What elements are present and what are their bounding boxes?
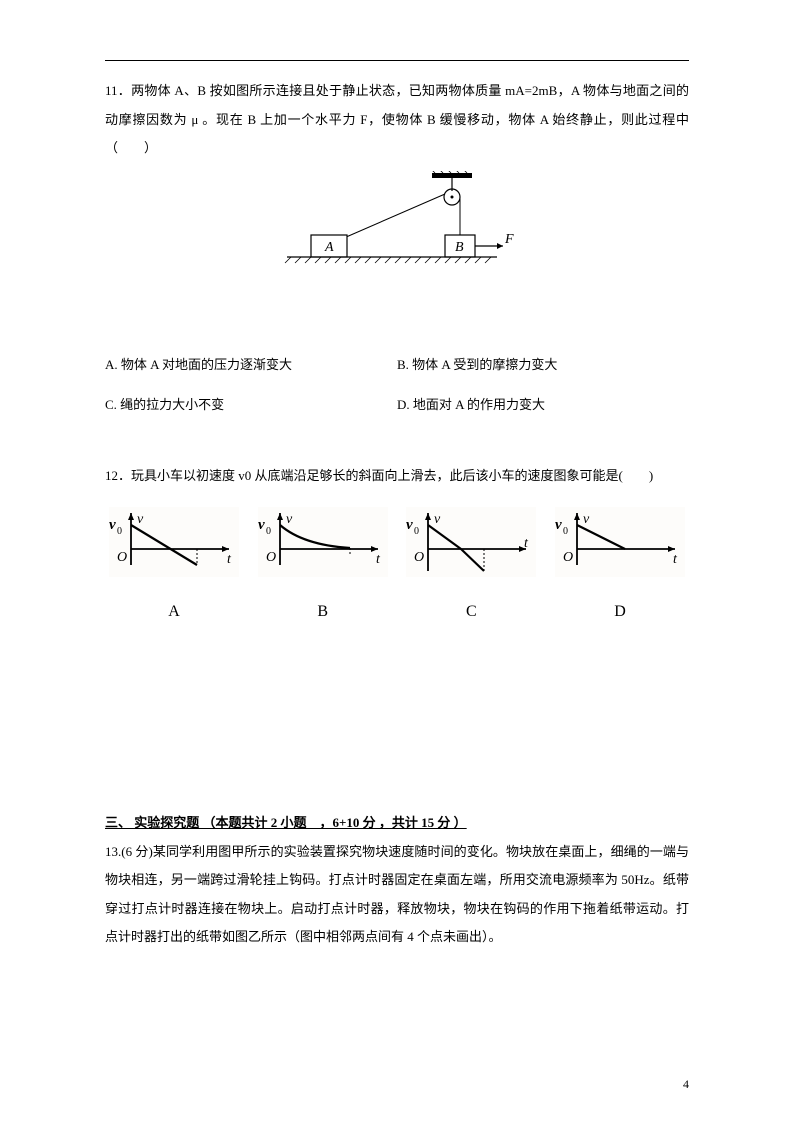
svg-text:O: O: [414, 550, 424, 565]
label-b: B: [455, 240, 464, 255]
q11-option-b: B. 物体 A 受到的摩擦力变大: [397, 351, 689, 392]
svg-text:O: O: [117, 550, 127, 565]
q13-text: 13.(6 分)某同学利用图甲所示的实验装置探究物块速度随时间的变化。物块放在桌…: [105, 838, 689, 952]
page-number: 4: [683, 1071, 689, 1097]
q12-body: 玩具小车以初速度 v0 从底端沿足够长的斜面向上滑去，此后该小车的速度图象可能是…: [131, 468, 653, 483]
pulley-diagram: A B F: [267, 171, 527, 271]
q13-number: 13.: [105, 844, 121, 859]
svg-text:O: O: [266, 550, 276, 565]
graph-c-label: C: [406, 594, 536, 629]
q12-number: 12．: [105, 468, 131, 483]
q13-body: 某同学利用图甲所示的实验装置探究物块速度随时间的变化。物块放在桌面上，细绳的一端…: [105, 844, 689, 945]
svg-text:v: v: [555, 517, 562, 533]
graph-b: v 0 v O t B: [258, 507, 388, 629]
label-a: A: [324, 240, 334, 255]
svg-text:v: v: [137, 512, 144, 527]
graph-d: v 0 v O t D: [555, 507, 685, 629]
q11-text: 11．两物体 A、B 按如图所示连接且处于静止状态，已知两物体质量 mA=2mB…: [105, 77, 689, 163]
q12-graphs: v 0 v O t A v 0 v O t B: [105, 507, 689, 629]
svg-text:0: 0: [414, 526, 419, 537]
svg-text:v: v: [434, 512, 441, 527]
svg-text:v: v: [406, 517, 413, 533]
q11-options: A. 物体 A 对地面的压力逐渐变大 B. 物体 A 受到的摩擦力变大 C. 绳…: [105, 351, 689, 432]
q13-points: (6 分): [121, 844, 153, 859]
q11-option-c: C. 绳的拉力大小不变: [105, 391, 397, 432]
q12-text: 12．玩具小车以初速度 v0 从底端沿足够长的斜面向上滑去，此后该小车的速度图象…: [105, 462, 689, 491]
graph-d-label: D: [555, 594, 685, 629]
graph-c: v 0 v O t C: [406, 507, 536, 629]
q11-option-a: A. 物体 A 对地面的压力逐渐变大: [105, 351, 397, 392]
svg-text:v: v: [258, 517, 265, 533]
svg-text:v: v: [583, 512, 590, 527]
svg-text:O: O: [563, 550, 573, 565]
svg-text:0: 0: [563, 526, 568, 537]
svg-text:0: 0: [266, 526, 271, 537]
q11-body: 两物体 A、B 按如图所示连接且处于静止状态，已知两物体质量 mA=2mB，A …: [105, 83, 702, 155]
horizontal-rule: [105, 60, 689, 61]
graph-a-label: A: [109, 594, 239, 629]
q11-number: 11．: [105, 83, 131, 98]
svg-text:v: v: [286, 512, 293, 527]
svg-text:v: v: [109, 517, 116, 533]
graph-a: v 0 v O t A: [109, 507, 239, 629]
graph-b-label: B: [258, 594, 388, 629]
label-f: F: [504, 232, 514, 247]
svg-text:0: 0: [117, 526, 122, 537]
section3-header: 三、 实验探究题 （本题共计 2 小题 ，6+10 分 ，共计 15 分 ）: [105, 809, 689, 838]
section3-title: 三、 实验探究题 （本题共计 2 小题 ，6+10 分 ，共计 15 分 ）: [105, 815, 467, 830]
q11-option-d: D. 地面对 A 的作用力变大: [397, 391, 689, 432]
